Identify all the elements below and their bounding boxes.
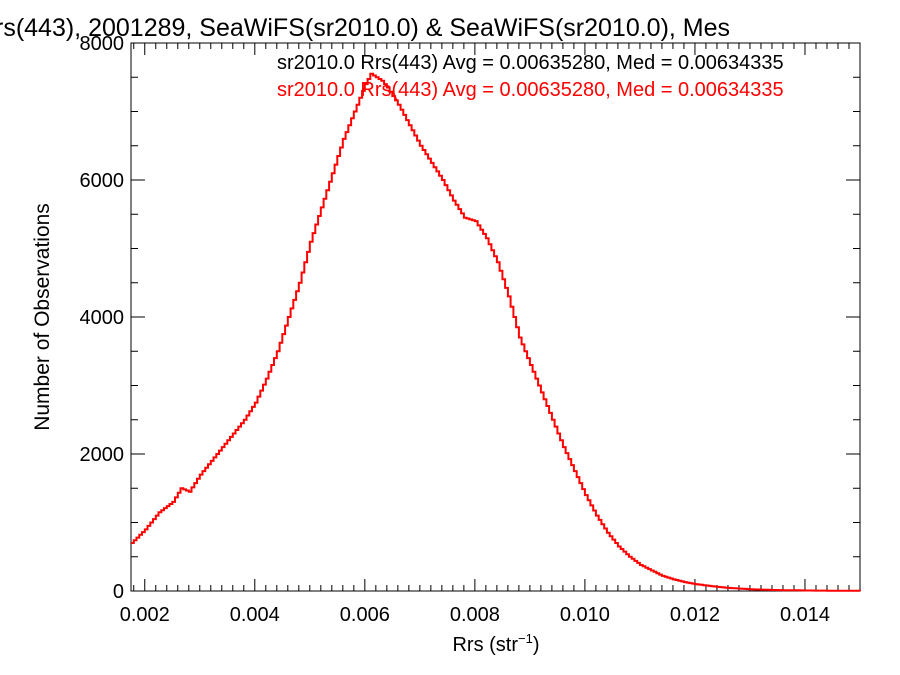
plot-frame [130,42,861,592]
x-tick-label: 0.010 [560,604,610,626]
y-tick-label: 0 [113,581,124,603]
x-axis-label: Rrs (str−1) [452,631,539,656]
y-axis-label: Number of Observations [31,203,54,431]
axis-ticks [131,42,860,592]
y-tick-label: 2000 [80,444,125,466]
y-tick-label: 4000 [80,307,125,329]
chart-title: rs(443), 2001289, SeaWiFS(sr2010.0) & Se… [0,14,730,42]
y-tick-label: 6000 [80,170,125,192]
x-tick-label: 0.004 [230,604,280,626]
annotation-black: sr2010.0 Rrs(443) Avg = 0.00635280, Med … [277,52,784,74]
annotation-red: sr2010.0 Rrs(443) Avg = 0.00635280, Med … [277,79,784,101]
x-tick-label: 0.006 [340,604,390,626]
y-tick-label: 8000 [80,33,125,55]
x-tick-label: 0.002 [120,604,170,626]
rrs443-histogram-line [131,72,861,592]
x-tick-labels: 0.002 0.004 0.006 0.008 0.010 0.012 0.014 [120,604,830,626]
x-tick-label: 0.012 [670,604,720,626]
x-tick-label: 0.008 [450,604,500,626]
x-tick-label: 0.014 [780,604,830,626]
y-tick-labels: 0 2000 4000 6000 8000 [80,33,125,603]
